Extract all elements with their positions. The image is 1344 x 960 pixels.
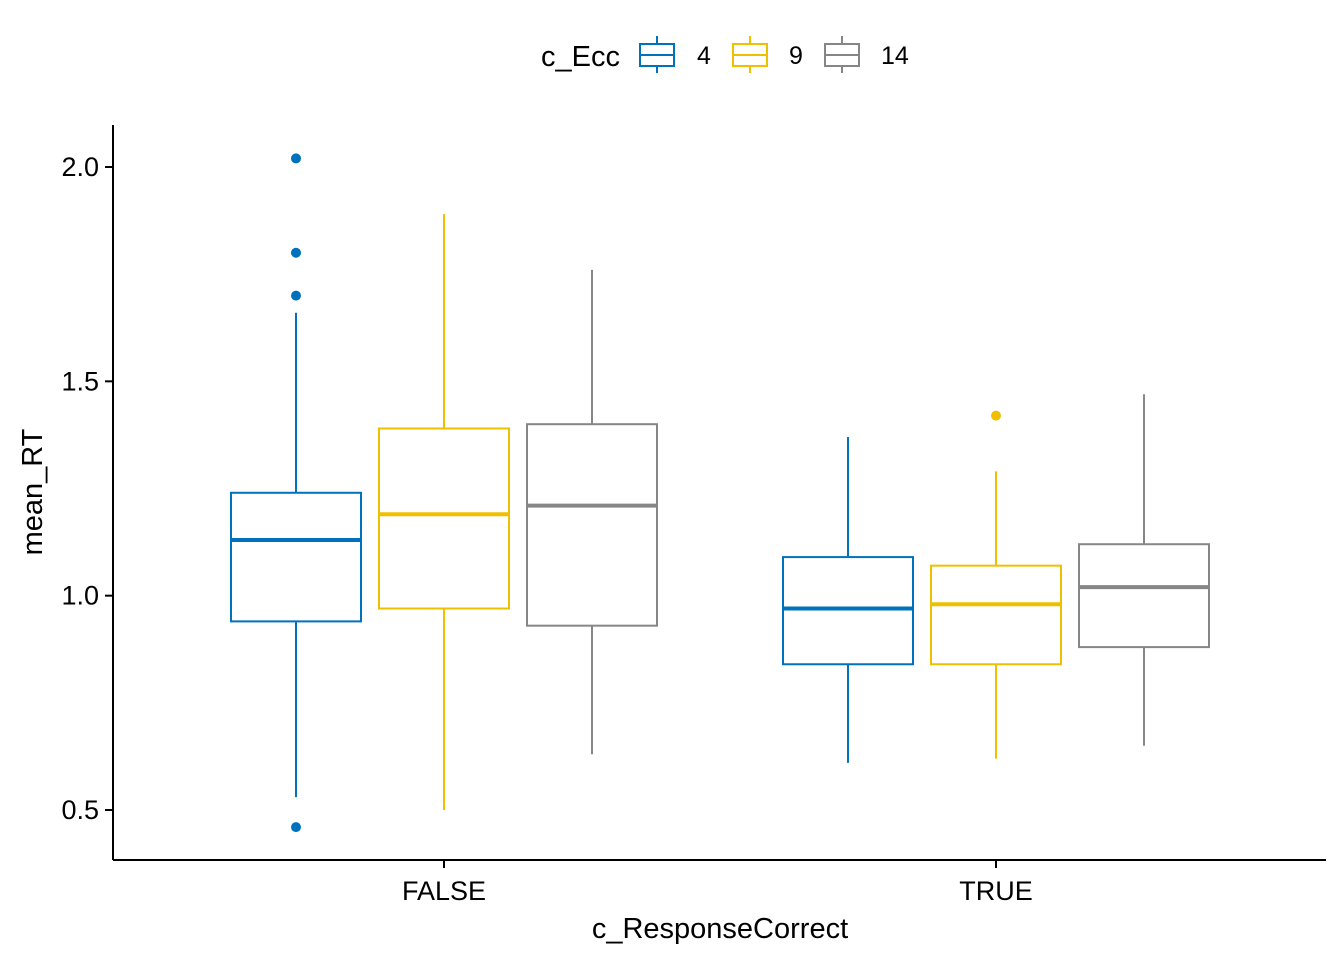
outlier-point xyxy=(291,247,301,258)
legend-key-9 xyxy=(732,36,768,73)
legend-label: 9 xyxy=(789,42,803,70)
box-4-FALSE xyxy=(230,153,362,833)
outlier-point xyxy=(291,290,301,301)
box-14-TRUE xyxy=(1078,394,1210,746)
x-ticks: FALSE TRUE xyxy=(402,860,1033,906)
legend-key-14 xyxy=(824,36,860,73)
box-9-TRUE xyxy=(930,410,1062,759)
y-tick-label: 2.0 xyxy=(61,152,99,182)
y-ticks: 0.5 1.0 1.5 2.0 xyxy=(61,152,113,825)
iqr-box xyxy=(526,423,658,627)
y-tick-label: 1.0 xyxy=(61,581,99,611)
legend-label: 14 xyxy=(881,42,909,70)
box-14-FALSE xyxy=(526,269,658,755)
x-tick-label: FALSE xyxy=(402,876,486,906)
iqr-box xyxy=(378,427,510,610)
y-tick-label: 0.5 xyxy=(61,795,99,825)
axes xyxy=(112,125,1326,861)
legend-key-4 xyxy=(639,36,675,73)
x-axis-title: c_ResponseCorrect xyxy=(592,913,848,945)
y-tick-label: 1.5 xyxy=(61,366,99,396)
outlier-point xyxy=(991,410,1001,421)
legend: c_Ecc 4 9 14 xyxy=(541,36,909,73)
iqr-box xyxy=(930,564,1062,666)
box-4-TRUE xyxy=(782,437,914,763)
legend-title: c_Ecc xyxy=(541,41,620,73)
x-tick-label: TRUE xyxy=(959,876,1033,906)
iqr-box xyxy=(782,556,914,666)
iqr-box xyxy=(230,491,362,623)
iqr-box xyxy=(1078,543,1210,649)
outlier-point xyxy=(291,822,301,833)
legend-label: 4 xyxy=(697,42,711,70)
box-9-FALSE xyxy=(378,214,510,810)
boxes xyxy=(230,153,1210,833)
outlier-point xyxy=(291,153,301,164)
y-axis-title: mean_RT xyxy=(17,428,49,555)
